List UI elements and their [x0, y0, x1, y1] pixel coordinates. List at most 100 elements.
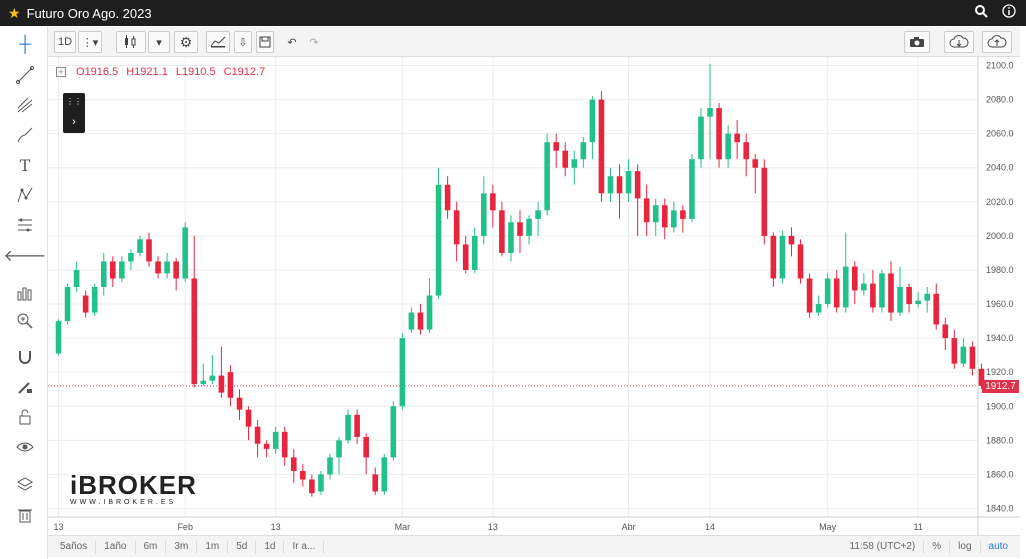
candle-body[interactable] [173, 261, 179, 279]
candle-body[interactable] [625, 171, 632, 194]
candle-body[interactable] [725, 133, 731, 160]
candle-body[interactable] [924, 293, 930, 301]
pencil-lock-icon[interactable] [12, 375, 38, 399]
candle-body[interactable] [272, 431, 279, 449]
candle-body[interactable] [824, 278, 831, 305]
candle-body[interactable] [146, 239, 152, 262]
timezone-label[interactable]: 11:58 (UTC+2) [849, 541, 916, 552]
candle-body[interactable] [806, 278, 813, 313]
candle-body[interactable] [91, 287, 98, 313]
info-icon[interactable] [1002, 4, 1016, 21]
candle-body[interactable] [453, 210, 460, 245]
crosshair-icon[interactable]: ┼ [19, 36, 31, 53]
candle-body[interactable] [888, 273, 894, 313]
candle-body[interactable] [562, 150, 569, 168]
price-chart[interactable]: 2100.0 2080.0 2060.0 2040.0 2020.0 2000.0 1980… [48, 57, 1020, 535]
candle-body[interactable] [508, 222, 514, 253]
candle-body[interactable] [128, 252, 134, 262]
candle-body[interactable] [598, 99, 605, 194]
candle-body[interactable] [933, 293, 940, 325]
undo-button[interactable]: ↶ [282, 31, 302, 53]
redo-button[interactable]: ↷ [304, 31, 324, 53]
download-button[interactable]: ⇩ [234, 31, 252, 53]
candle-body[interactable] [336, 440, 342, 458]
candle-body[interactable] [399, 338, 406, 407]
trash-icon[interactable] [12, 503, 38, 527]
expand-legend-icon[interactable]: + [56, 67, 66, 77]
candle-body[interactable] [815, 304, 822, 313]
candle-body[interactable] [263, 443, 270, 449]
candle-body[interactable] [64, 287, 71, 322]
trend-line-icon[interactable] [12, 63, 38, 87]
range-button[interactable]: 3m [166, 539, 198, 554]
candle-body[interactable] [589, 99, 596, 143]
candle-body[interactable] [535, 210, 541, 219]
candle-body[interactable] [571, 159, 578, 168]
toolbar-collapse-toggle[interactable]: ⋮⋮ › [63, 93, 85, 133]
interval-menu-button[interactable]: ⋮▾ [78, 31, 102, 53]
arrow-left-icon[interactable]: 🡐 [3, 247, 47, 265]
candle-body[interactable] [788, 235, 795, 245]
candle-body[interactable] [100, 261, 107, 287]
candle-body[interactable] [526, 218, 532, 236]
candle-body[interactable] [318, 474, 324, 492]
candle-body[interactable] [227, 372, 234, 398]
percent-toggle[interactable]: % [923, 540, 949, 554]
candle-body[interactable] [607, 176, 614, 194]
range-button[interactable]: Ir a... [284, 539, 325, 554]
candle-body[interactable] [698, 116, 704, 160]
measure-icon[interactable] [12, 281, 38, 305]
candle-body[interactable] [444, 184, 451, 211]
candle-body[interactable] [345, 414, 351, 441]
candle-body[interactable] [82, 295, 89, 313]
lock-icon[interactable] [12, 405, 38, 429]
candle-body[interactable] [761, 167, 768, 236]
candle-body[interactable] [209, 375, 216, 381]
eye-icon[interactable] [12, 435, 38, 459]
pattern-icon[interactable] [12, 183, 38, 207]
zoom-in-icon[interactable] [12, 309, 38, 333]
range-button[interactable]: 5años [52, 539, 97, 554]
candle-body[interactable] [417, 312, 424, 330]
candle-body[interactable] [770, 235, 777, 279]
candle-body[interactable] [716, 108, 722, 160]
candle-body[interactable] [426, 295, 433, 330]
candle-body[interactable] [861, 283, 867, 291]
candle-body[interactable] [254, 426, 261, 444]
candle-body[interactable] [200, 380, 207, 385]
candle-body[interactable] [978, 368, 985, 386]
indicators-button[interactable] [206, 31, 230, 53]
candle-body[interactable] [851, 266, 858, 291]
candle-body[interactable] [435, 184, 442, 296]
search-icon[interactable] [975, 4, 988, 21]
cloud-load-button[interactable] [944, 31, 974, 53]
candle-body[interactable] [245, 409, 252, 427]
candle-body[interactable] [671, 210, 677, 228]
candle-body[interactable] [661, 205, 668, 228]
candle-body[interactable] [797, 244, 804, 279]
candle-body[interactable] [743, 142, 750, 160]
candle-body[interactable] [643, 198, 650, 223]
candle-body[interactable] [363, 436, 369, 458]
candle-body[interactable] [218, 375, 225, 393]
candle-body[interactable] [471, 235, 478, 270]
candle-body[interactable] [879, 273, 885, 308]
range-button[interactable]: 5d [228, 539, 257, 554]
candle-body[interactable] [906, 287, 912, 305]
candle-body[interactable] [490, 193, 496, 211]
candle-body[interactable] [652, 205, 659, 223]
chart-type-button[interactable] [116, 31, 146, 53]
layers-icon[interactable] [12, 473, 38, 497]
candle-body[interactable] [462, 244, 469, 270]
candle-body[interactable] [309, 479, 315, 494]
candle-body[interactable] [300, 471, 306, 480]
candle-body[interactable] [544, 142, 550, 211]
candle-body[interactable] [779, 235, 786, 279]
save-button[interactable] [256, 31, 274, 53]
pitchfork-icon[interactable] [12, 93, 38, 117]
star-icon[interactable]: ★ [8, 4, 21, 21]
brush-icon[interactable] [12, 123, 38, 147]
candle-body[interactable] [372, 474, 379, 492]
log-toggle[interactable]: log [949, 540, 979, 554]
candle-body[interactable] [390, 406, 397, 458]
